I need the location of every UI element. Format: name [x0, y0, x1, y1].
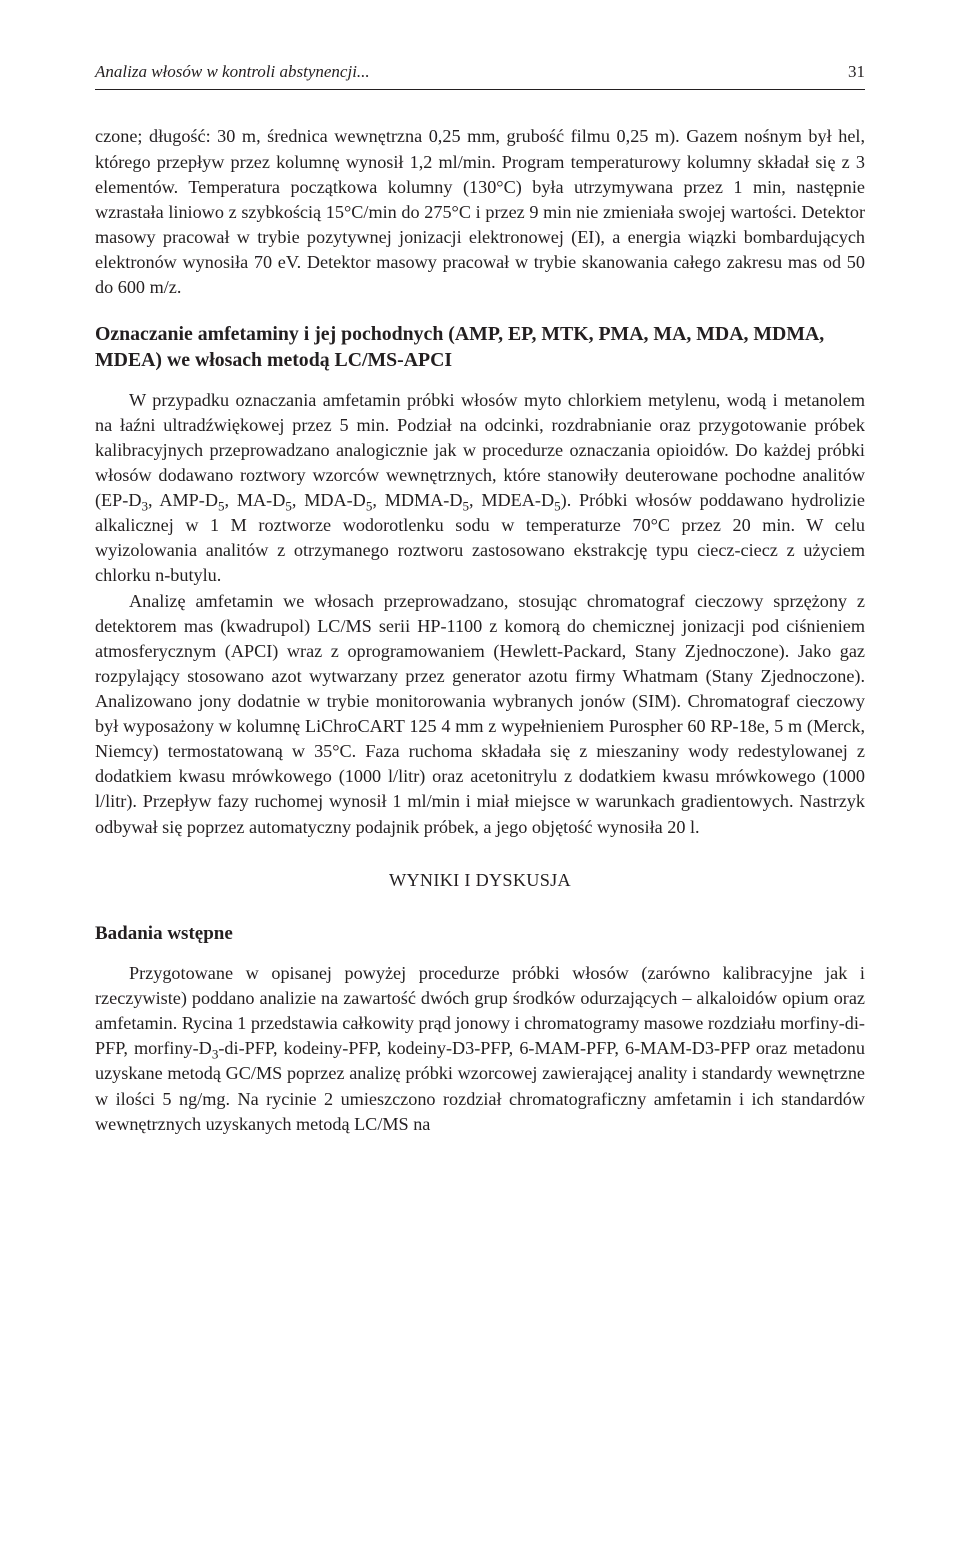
paragraph-methods-1: W przypadku oznaczania amfetamin próbki …	[95, 388, 865, 589]
running-header: Analiza włosów w kontroli abstynencji...…	[95, 60, 865, 83]
page-number: 31	[848, 60, 865, 83]
results-heading: WYNIKI I DYSKUSJA	[95, 868, 865, 893]
section-heading-lcms: Oznaczanie amfetaminy i jej pochodnych (…	[95, 322, 865, 373]
text-run: , MDMA-D	[372, 490, 462, 510]
text-run: , MA-D	[225, 490, 286, 510]
header-rule	[95, 89, 865, 90]
text-run: , MDA-D	[292, 490, 366, 510]
running-title: Analiza włosów w kontroli abstynencji...	[95, 60, 370, 83]
paragraph-results-1: Przygotowane w opisanej powyżej procedur…	[95, 961, 865, 1137]
page: Analiza włosów w kontroli abstynencji...…	[0, 0, 960, 1215]
paragraph-methods-2: Analizę amfetamin we włosach przeprowadz…	[95, 589, 865, 840]
subheading-preliminary: Badania wstępne	[95, 921, 865, 947]
paragraph-continuation: czone; długość: 30 m, średnica wewnętrzn…	[95, 124, 865, 300]
text-run: , AMP-D	[148, 490, 218, 510]
text-run: , MDEA-D	[469, 490, 554, 510]
